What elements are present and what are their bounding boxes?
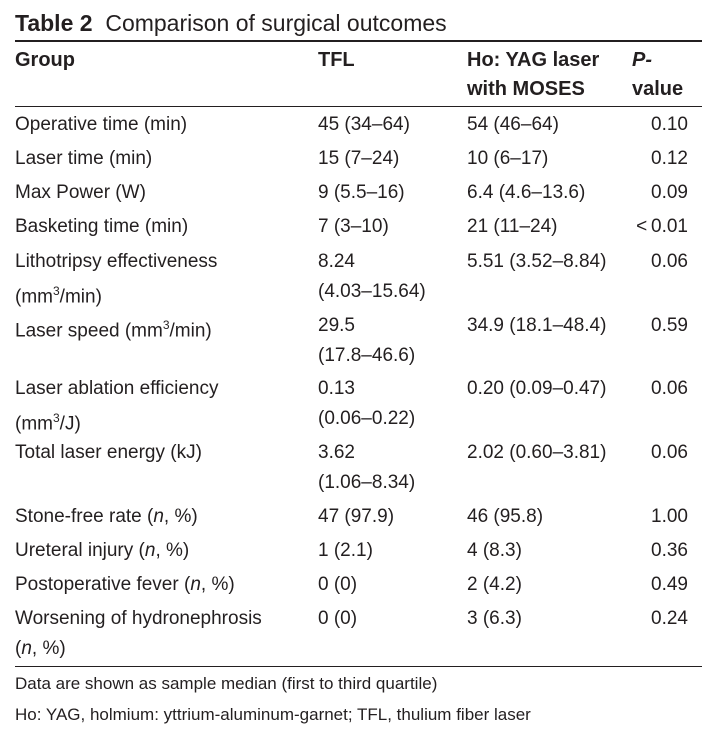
table-caption: Table 2 Comparison of surgical outcomes	[15, 8, 447, 38]
row-ablation-group-line2: (mm3/J)	[15, 411, 81, 435]
row-stone-free-tfl: 47 (97.9)	[318, 506, 395, 527]
row-ureteral-injury-tfl: 1 (2.1)	[318, 540, 373, 561]
row-ablation-ho: 0.20 (0.09–0.47)	[467, 378, 607, 399]
row-laser-time-group: Laser time (min)	[15, 148, 153, 169]
row-laser-speed-tfl-line2: (17.8–46.6)	[318, 345, 416, 366]
row-laser-time-ho: 10 (6–17)	[467, 148, 549, 169]
row-total-energy-group: Total laser energy (kJ)	[15, 442, 202, 463]
row-stone-free-p: 1.00	[651, 506, 688, 527]
row-operative-time-group: Operative time (min)	[15, 114, 188, 135]
row-operative-time-ho: 54 (46–64)	[467, 114, 559, 135]
row-operative-time-tfl: 45 (34–64)	[318, 114, 410, 135]
row-hydronephrosis-tfl: 0 (0)	[318, 608, 358, 629]
table-title: Comparison of surgical outcomes	[105, 10, 447, 36]
bottom-rule	[15, 666, 702, 667]
row-lithotripsy-group-line1: Lithotripsy effectiveness	[15, 251, 218, 272]
row-max-power-tfl: 9 (5.5–16)	[318, 182, 405, 203]
row-ablation-tfl-line1: 0.13	[318, 378, 355, 399]
row-fever-p: 0.49	[651, 574, 688, 595]
row-laser-speed-ho: 34.9 (18.1–48.4)	[467, 315, 607, 336]
row-total-energy-tfl-line1: 3.62	[318, 442, 355, 463]
row-ablation-tfl-line2: (0.06–0.22)	[318, 408, 416, 429]
row-lithotripsy-group-line2: (mm3/min)	[15, 284, 102, 308]
row-laser-speed-p: 0.59	[651, 315, 688, 336]
header-tfl: TFL	[318, 49, 355, 71]
row-total-energy-tfl-line2: (1.06–8.34)	[318, 472, 416, 493]
row-ablation-p: 0.06	[651, 378, 688, 399]
row-laser-time-tfl: 15 (7–24)	[318, 148, 400, 169]
row-basketing-time-tfl: 7 (3–10)	[318, 216, 389, 237]
row-operative-time-p: 0.10	[651, 114, 688, 135]
row-max-power-ho: 6.4 (4.6–13.6)	[467, 182, 586, 203]
header-ho-line1: Ho: YAG laser	[467, 49, 600, 71]
header-p-line1: P-	[632, 49, 652, 71]
row-hydronephrosis-p: 0.24	[651, 608, 688, 629]
header-p-line2: value	[632, 78, 684, 100]
row-ureteral-injury-p: 0.36	[651, 540, 688, 561]
row-hydronephrosis-ho: 3 (6.3)	[467, 608, 522, 629]
row-ureteral-injury-ho: 4 (8.3)	[467, 540, 522, 561]
row-lithotripsy-ho: 5.51 (3.52–8.84)	[467, 251, 607, 272]
row-total-energy-ho: 2.02 (0.60–3.81)	[467, 442, 607, 463]
row-laser-time-p: 0.12	[651, 148, 688, 169]
row-lithotripsy-p: 0.06	[651, 251, 688, 272]
footnote-abbreviations: Ho: YAG, holmium: yttrium-aluminum-garne…	[15, 705, 531, 724]
header-group: Group	[15, 49, 75, 71]
row-stone-free-group: Stone-free rate (n, %)	[15, 506, 198, 527]
row-fever-tfl: 0 (0)	[318, 574, 358, 595]
row-stone-free-ho: 46 (95.8)	[467, 506, 544, 527]
row-laser-speed-tfl-line1: 29.5	[318, 315, 355, 336]
top-rule	[15, 40, 702, 42]
row-basketing-time-group: Basketing time (min)	[15, 216, 189, 237]
table-label: Table 2	[15, 10, 93, 36]
row-ureteral-injury-group: Ureteral injury (n, %)	[15, 540, 190, 561]
header-rule	[15, 106, 702, 107]
row-total-energy-p: 0.06	[651, 442, 688, 463]
row-fever-group: Postoperative fever (n, %)	[15, 574, 235, 595]
row-lithotripsy-tfl-line1: 8.24	[318, 251, 355, 272]
row-laser-speed-group: Laser speed (mm3/min)	[15, 318, 212, 342]
row-basketing-time-p: < 0.01	[636, 216, 688, 237]
row-max-power-p: 0.09	[651, 182, 688, 203]
footnote-data-format: Data are shown as sample median (first t…	[15, 674, 438, 693]
row-hydronephrosis-group-line2: (n, %)	[15, 638, 66, 659]
row-basketing-time-ho: 21 (11–24)	[467, 216, 558, 237]
row-lithotripsy-tfl-line2: (4.03–15.64)	[318, 281, 426, 302]
row-hydronephrosis-group-line1: Worsening of hydronephrosis	[15, 608, 262, 629]
row-max-power-group: Max Power (W)	[15, 182, 146, 203]
header-ho-line2: with MOSES	[467, 78, 585, 100]
row-fever-ho: 2 (4.2)	[467, 574, 522, 595]
row-ablation-group-line1: Laser ablation efficiency	[15, 378, 219, 399]
